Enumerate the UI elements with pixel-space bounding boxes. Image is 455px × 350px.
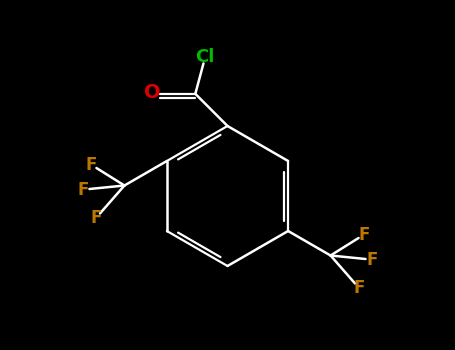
Text: Cl: Cl — [196, 48, 215, 66]
Text: F: F — [90, 209, 101, 227]
Text: F: F — [86, 156, 97, 174]
Text: F: F — [366, 251, 378, 269]
Text: F: F — [358, 226, 369, 244]
Text: F: F — [354, 279, 365, 297]
Text: O: O — [144, 83, 161, 102]
Text: F: F — [77, 181, 89, 199]
